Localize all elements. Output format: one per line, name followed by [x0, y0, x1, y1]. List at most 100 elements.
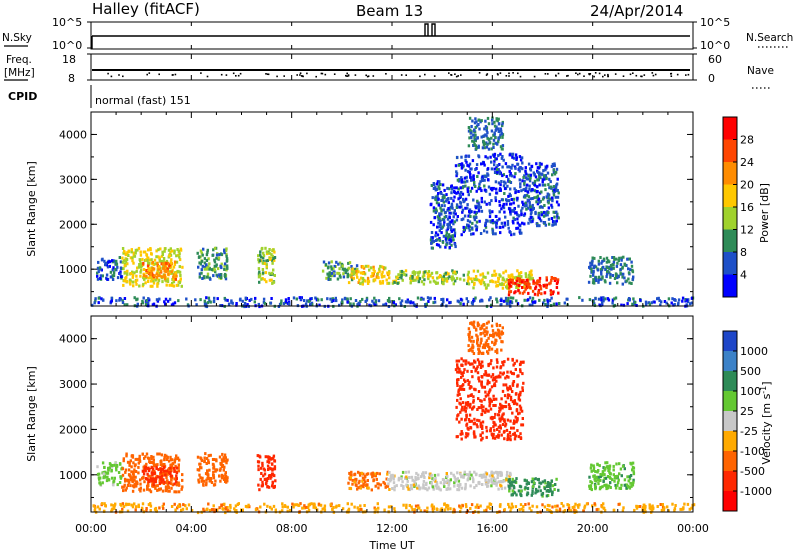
- data-cell: [608, 271, 611, 275]
- data-cell: [391, 281, 395, 285]
- data-cell: [262, 256, 265, 260]
- data-cell: [515, 477, 518, 481]
- data-cell: [602, 466, 605, 470]
- data-cell: [534, 210, 537, 214]
- data-cell: [371, 471, 375, 475]
- data-cell: [501, 225, 505, 229]
- data-cell: [155, 298, 159, 302]
- data-cell: [461, 186, 464, 190]
- data-cell: [299, 502, 302, 506]
- data-cell: [494, 136, 497, 140]
- data-cell: [400, 477, 403, 481]
- data-cell: [509, 300, 512, 304]
- data-cell: [333, 273, 336, 277]
- data-cell: [543, 298, 546, 302]
- data-cell: [499, 127, 503, 131]
- data-cell: [457, 378, 460, 381]
- data-cell: [265, 266, 268, 270]
- data-cell: [268, 258, 272, 261]
- data-cell: [119, 297, 123, 301]
- data-cell: [398, 297, 401, 301]
- data-cell: [466, 300, 470, 304]
- data-cell: [167, 489, 170, 493]
- data-cell: [465, 406, 468, 410]
- data-cell: [291, 502, 294, 506]
- data-cell: [490, 147, 493, 151]
- data-cell: [460, 166, 464, 170]
- data-cell: [541, 503, 544, 507]
- data-cell: [613, 257, 616, 261]
- data-cell: [533, 196, 536, 200]
- data-cell: [556, 280, 559, 284]
- data-cell: [528, 179, 532, 183]
- data-cell: [106, 475, 109, 479]
- data-cell: [495, 223, 498, 227]
- data-cell: [122, 267, 125, 271]
- data-cell: [259, 253, 262, 257]
- data-cell: [246, 303, 249, 307]
- data-cell: [466, 379, 469, 383]
- data-cell: [509, 486, 512, 490]
- data-cell: [592, 273, 595, 277]
- data-cell: [130, 465, 133, 469]
- data-cell: [440, 231, 443, 235]
- data-cell: [458, 504, 461, 508]
- data-cell: [350, 502, 353, 506]
- data-cell: [203, 299, 206, 303]
- data-cell: [389, 474, 393, 478]
- data-cell: [244, 296, 247, 300]
- data-cell: [504, 424, 507, 428]
- data-cell: [461, 405, 464, 409]
- data-cell: [538, 298, 541, 302]
- data-cell: [166, 299, 170, 303]
- data-cell: [181, 507, 185, 511]
- data-cell: [551, 484, 555, 488]
- data-cell: [535, 185, 539, 189]
- data-cell: [149, 276, 152, 280]
- data-cell: [592, 265, 596, 269]
- data-cell: [516, 213, 519, 217]
- data-cell: [496, 476, 499, 480]
- data-cell: [164, 265, 167, 269]
- data-cell: [414, 504, 418, 508]
- data-cell: [546, 171, 550, 175]
- data-cell: [122, 457, 125, 461]
- data-cell: [376, 482, 379, 486]
- data-cell: [476, 175, 479, 178]
- data-cell: [394, 279, 398, 283]
- data-cell: [508, 478, 511, 481]
- colorbar-tick-label: 12: [740, 224, 754, 237]
- data-cell: [96, 277, 100, 281]
- data-cell: [591, 259, 594, 263]
- data-cell: [200, 459, 204, 462]
- data-cell: [424, 487, 427, 491]
- data-cell: [480, 380, 483, 384]
- data-cell: [513, 437, 517, 441]
- data-cell: [375, 303, 378, 307]
- data-cell: [310, 502, 313, 506]
- data-cell: [509, 231, 512, 234]
- data-cell: [460, 475, 463, 479]
- data-cell: [507, 165, 510, 169]
- data-cell: [373, 296, 376, 300]
- data-cell: [135, 505, 138, 509]
- data-cell: [485, 343, 488, 347]
- data-cell: [131, 280, 135, 284]
- data-cell: [517, 412, 520, 416]
- data-cell: [532, 281, 535, 285]
- data-cell: [430, 504, 433, 508]
- data-cell: [150, 276, 154, 280]
- data-cell: [481, 345, 485, 349]
- data-cell: [563, 509, 567, 512]
- data-cell: [147, 280, 150, 283]
- data-cell: [508, 407, 511, 410]
- data-cell: [125, 452, 128, 456]
- data-cell: [525, 186, 528, 190]
- data-cell: [139, 270, 142, 274]
- data-cell: [437, 185, 440, 189]
- data-cell: [304, 302, 308, 306]
- data-cell: [535, 195, 538, 199]
- data-cell: [595, 279, 598, 282]
- data-cell: [312, 505, 315, 509]
- data-cell: [519, 393, 522, 397]
